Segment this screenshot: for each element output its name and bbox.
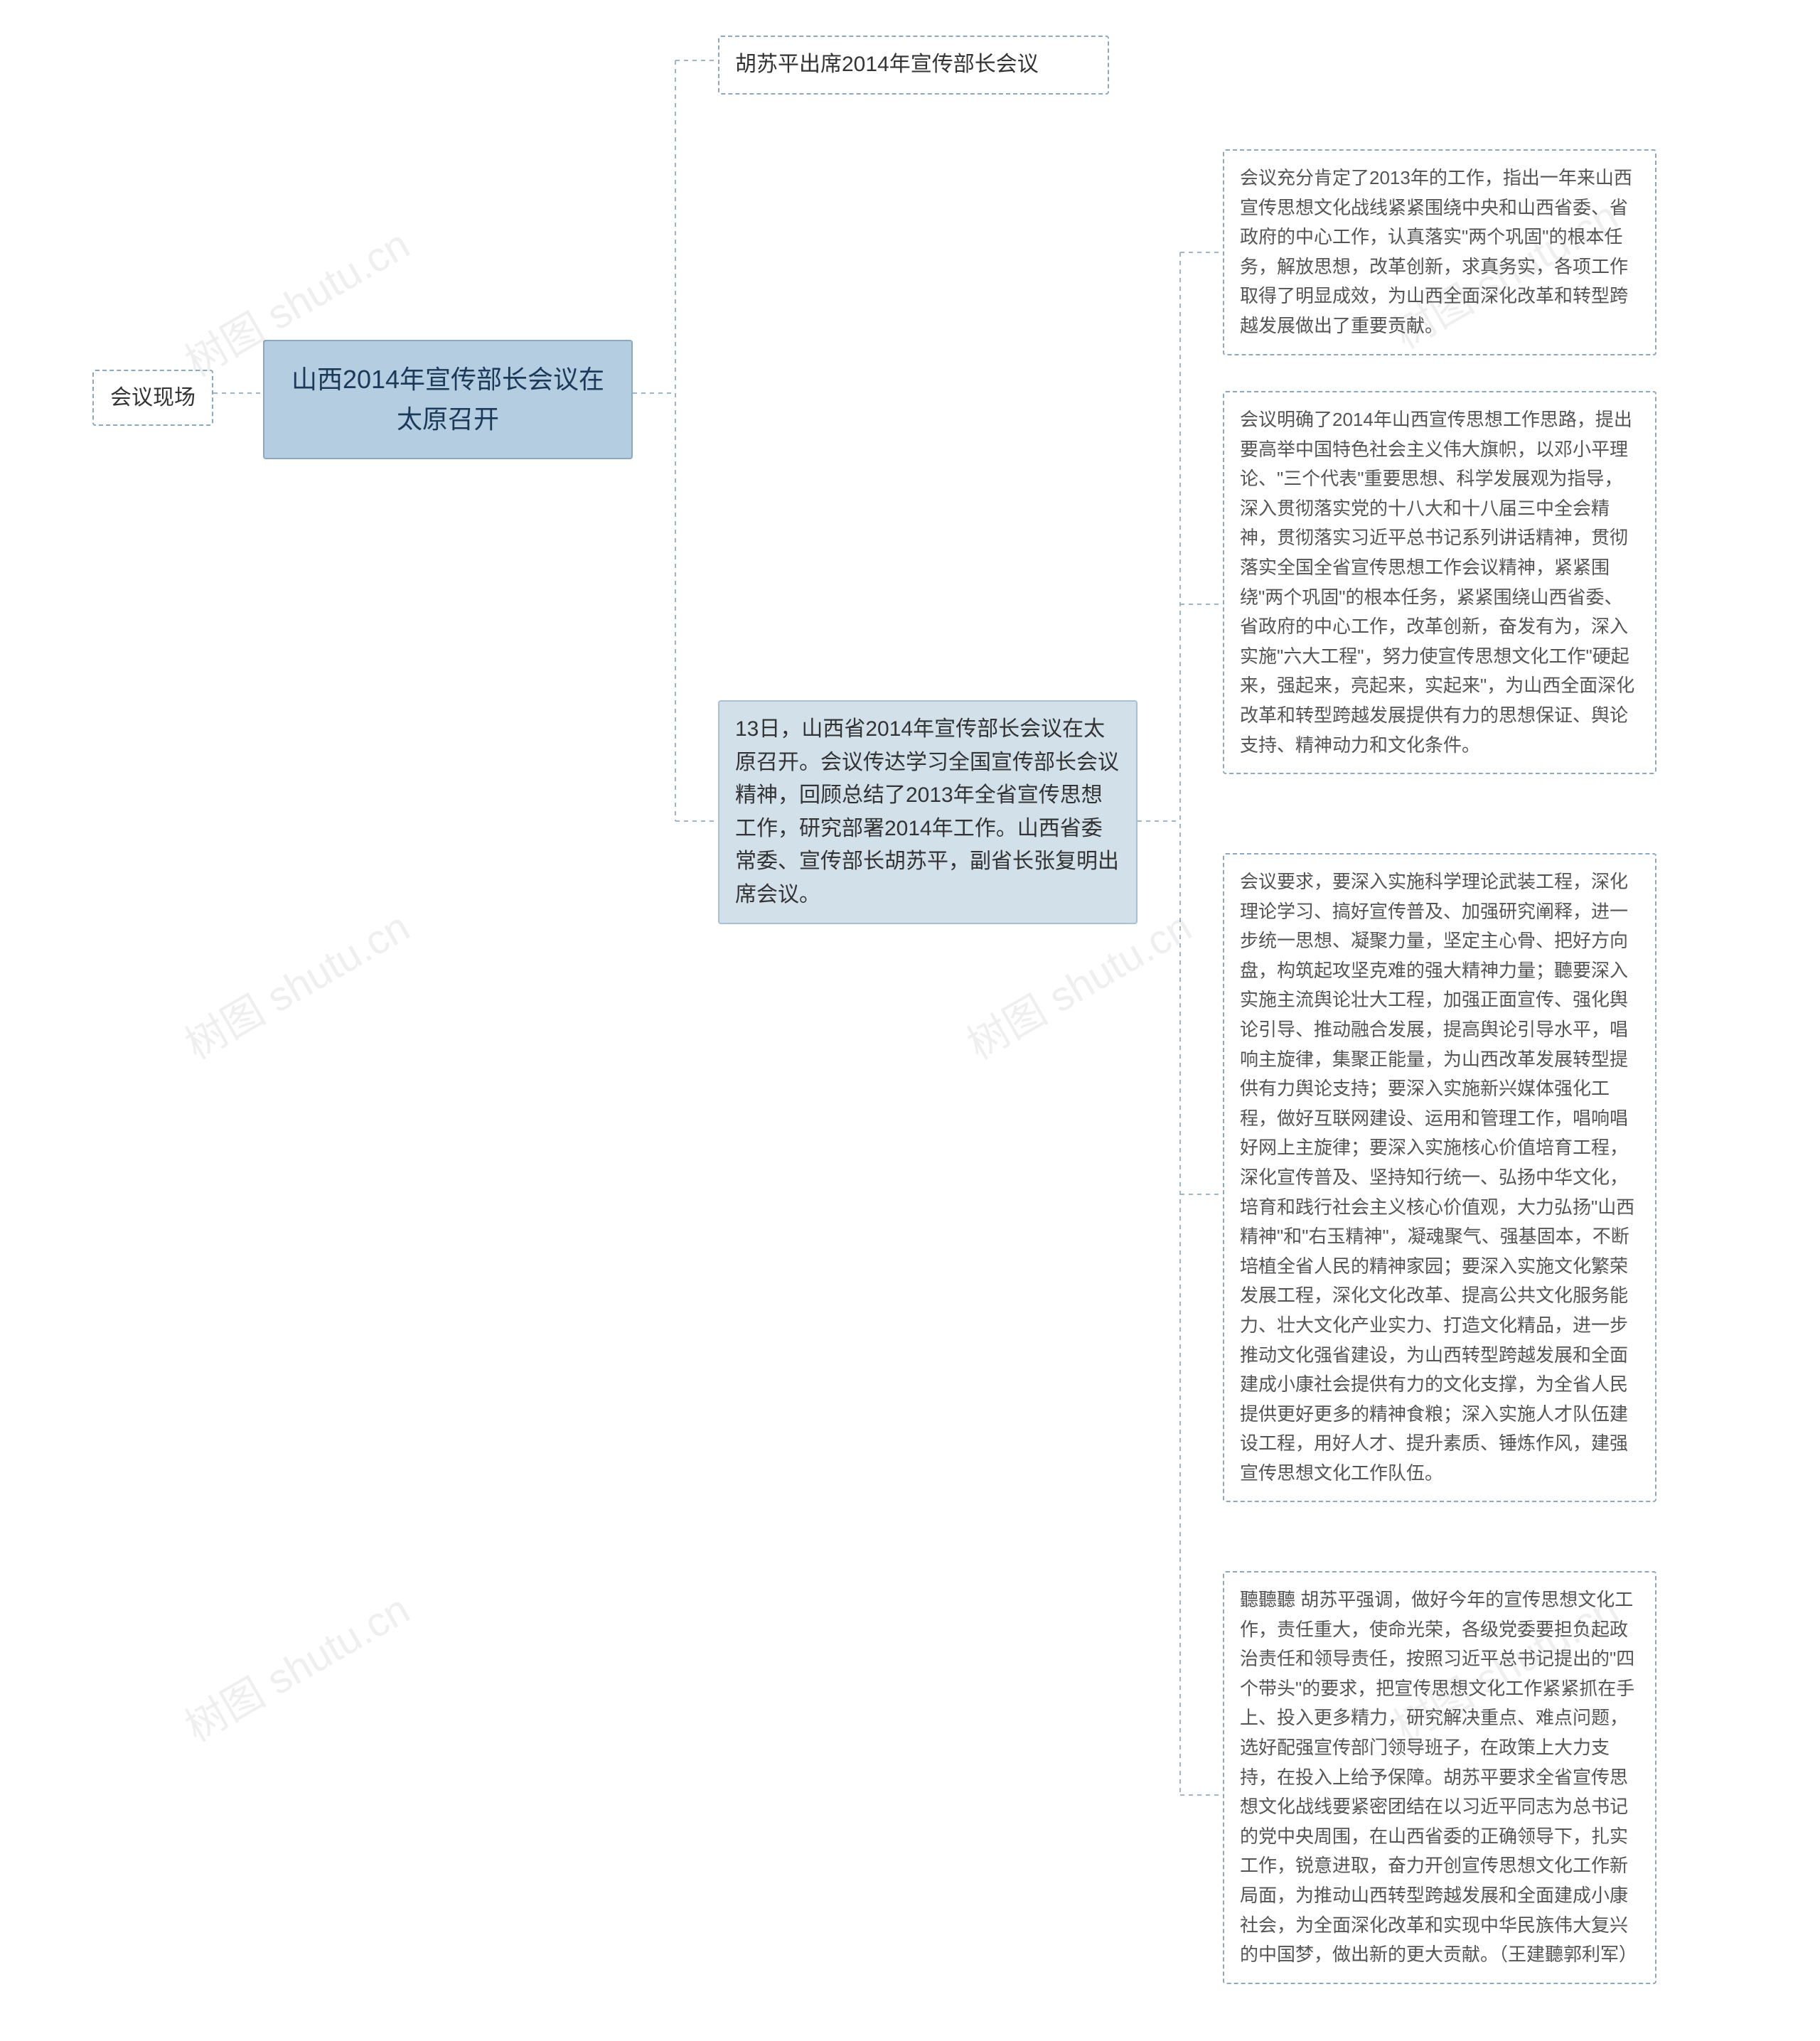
main-node: 山西2014年宣传部长会议在太原召开 [263, 340, 633, 459]
leaf2-text: 会议明确了2014年山西宣传思想工作思路，提出要高举中国特色社会主义伟大旗帜，以… [1240, 409, 1634, 756]
leaf-node-4: 聽聽聽 胡苏平强调，做好今年的宣传思想文化工作，责任重大，使命光荣，各级党委要担… [1223, 1571, 1656, 1984]
leaf-node-1: 会议充分肯定了2013年的工作，指出一年来山西宣传思想文化战线紧紧围绕中央和山西… [1223, 149, 1656, 355]
leaf1-text: 会议充分肯定了2013年的工作，指出一年来山西宣传思想文化战线紧紧围绕中央和山西… [1240, 167, 1632, 336]
leaf3-text: 会议要求，要深入实施科学理论武装工程，深化理论学习、搞好宣传普及、加强研究阐释，… [1240, 871, 1634, 1484]
sub1-label: 胡苏平出席2014年宣传部长会议 [735, 53, 1039, 76]
main-label: 山西2014年宣传部长会议在太原召开 [291, 365, 604, 434]
watermark: 树图 shutu.cn [173, 1577, 419, 1753]
sub-node-2: 13日，山西省2014年宣传部长会议在太原召开。会议传达学习全国宣传部长会议精神… [718, 700, 1138, 924]
root-node: 会议现场 [92, 370, 213, 426]
watermark: 树图 shutu.cn [173, 894, 419, 1071]
leaf-node-3: 会议要求，要深入实施科学理论武装工程，深化理论学习、搞好宣传普及、加强研究阐释，… [1223, 853, 1656, 1502]
root-label: 会议现场 [110, 386, 196, 409]
leaf-node-2: 会议明确了2014年山西宣传思想工作思路，提出要高举中国特色社会主义伟大旗帜，以… [1223, 391, 1656, 774]
leaf4-text: 聽聽聽 胡苏平强调，做好今年的宣传思想文化工作，责任重大，使命光荣，各级党委要担… [1240, 1589, 1637, 1965]
sub-node-1: 胡苏平出席2014年宣传部长会议 [718, 36, 1109, 95]
sub2-label: 13日，山西省2014年宣传部长会议在太原召开。会议传达学习全国宣传部长会议精神… [735, 717, 1119, 906]
